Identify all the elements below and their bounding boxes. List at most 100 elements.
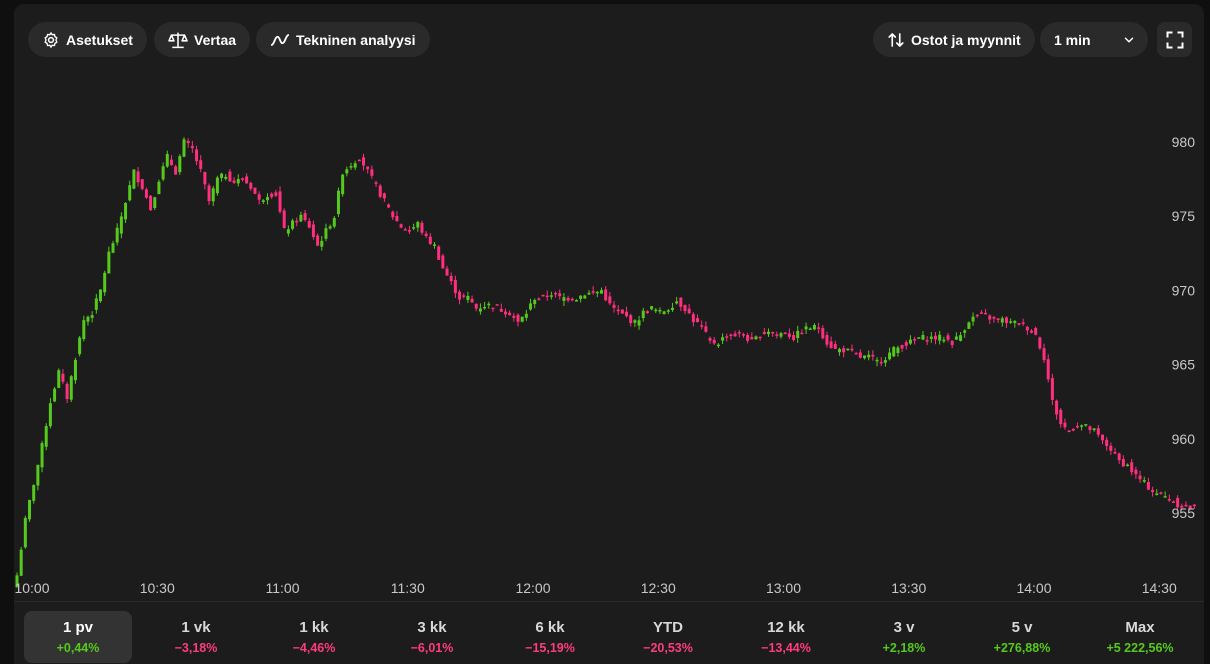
candle [863,355,867,360]
period-label: 5 v [1011,619,1033,636]
candle-body [1180,505,1184,508]
candle-body [328,226,332,229]
chevron-down-icon [1124,36,1134,43]
candle [1146,477,1150,491]
fullscreen-button[interactable] [1157,22,1192,57]
candle [842,345,846,358]
candle-body [115,227,119,243]
candle [115,223,119,246]
candle-body [579,295,583,299]
candle [925,336,929,346]
period-3-v[interactable]: 3 v +2,18% [850,611,958,663]
candle-body [90,315,94,318]
candle [478,303,482,315]
period-ytd[interactable]: YTD −20,53% [614,611,722,663]
candle-body [483,306,487,309]
candle-body [959,335,963,341]
candle [416,220,420,232]
candle-body [228,171,232,182]
candle-body [1171,501,1175,503]
candle-body [846,348,850,351]
candle [988,314,992,325]
candle-body [762,331,766,335]
period-6-kk[interactable]: 6 kk −15,19% [496,611,604,663]
period-1-pv[interactable]: 1 pv +0,44% [24,611,132,663]
candle-body [257,194,261,200]
candle-body [946,335,950,340]
trades-button[interactable]: Ostot ja myynnit [873,22,1035,57]
candle-body [240,178,244,180]
candle [1092,427,1096,432]
candle [445,265,449,276]
candle-body [808,328,812,331]
period-1-kk[interactable]: 1 kk −4,46% [260,611,368,663]
candle [767,328,770,337]
candle [746,332,750,344]
settings-button[interactable]: Asetukset [28,22,147,57]
candle [591,286,595,295]
period-label: 6 kk [535,619,565,636]
candle-body [604,289,608,301]
period-3-kk[interactable]: 3 kk −6,01% [378,611,486,663]
compare-button[interactable]: Vertaa [154,22,251,57]
candle-body [495,304,499,306]
technical-analysis-button[interactable]: Tekninen analyysi [256,22,430,57]
candle-body [470,298,474,303]
period-change: +5 222,56% [1106,641,1174,655]
candle [600,287,603,294]
candle-body [412,227,416,229]
period-12-kk[interactable]: 12 kk −13,44% [732,611,840,663]
candle [604,286,608,302]
candle [1130,458,1134,476]
period-change: +0,44% [56,641,100,655]
candle-body [1146,481,1150,490]
interval-value: 1 min [1054,31,1091,48]
candle [562,293,566,307]
candle-body [562,297,566,301]
settings-label: Asetukset [66,31,133,48]
period-label: 1 vk [181,619,211,636]
candle-body [708,338,712,341]
candle-body [1163,496,1167,498]
candle-body [512,315,516,318]
x-tick-label: 14:00 [1016,580,1051,596]
trend-line-icon [270,33,290,46]
period-5-v[interactable]: 5 v +276,88% [968,611,1076,663]
candle-body [161,166,165,180]
candle-body [445,268,449,276]
candle [696,314,700,323]
candle [867,350,871,361]
candle-body [529,303,533,310]
candle-body [1130,462,1134,473]
period-max[interactable]: Max +5 222,56% [1086,611,1194,663]
candle [959,332,963,342]
candle-body [336,190,340,215]
candle-body [182,139,186,157]
period-1-vk[interactable]: 1 vk −3,18% [142,611,250,663]
technical-analysis-label: Tekninen analyysi [296,31,416,48]
candle-body [40,443,44,468]
candle [996,317,1000,324]
candle-body [140,179,144,189]
candle-body [658,309,662,312]
candle [282,208,286,229]
candle [775,331,779,339]
candle-body [124,202,128,220]
candle-body [1184,504,1188,507]
candle [595,291,599,298]
candle [111,240,115,254]
candle-body [595,291,599,294]
candle-body [370,169,374,176]
candle [499,303,503,312]
candle [23,515,27,549]
candle [132,169,136,190]
candle [15,572,19,588]
candle [783,331,787,335]
interval-select[interactable]: 1 min [1040,22,1148,57]
candle [28,499,32,522]
candle [1096,425,1100,438]
candle-body [1063,422,1067,428]
candle-body [282,210,286,229]
candle [399,223,403,229]
